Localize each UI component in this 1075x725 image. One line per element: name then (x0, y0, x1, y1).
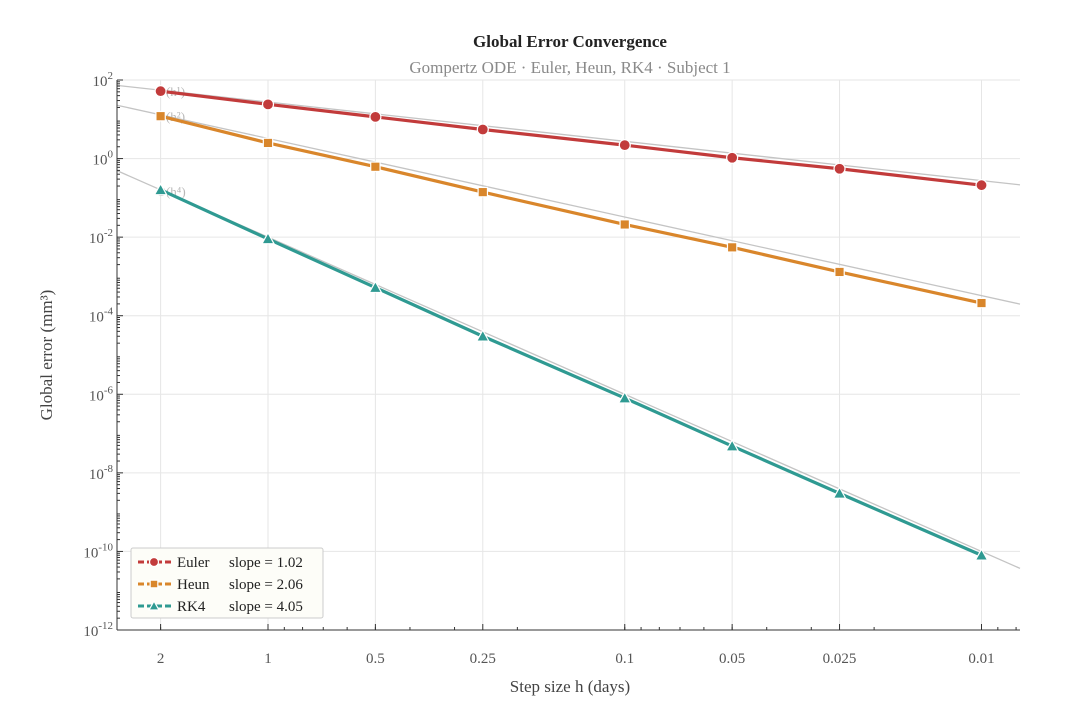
data-point-heun (976, 297, 987, 309)
y-tick-label: 10-2 (89, 227, 113, 247)
data-point-euler (833, 162, 846, 175)
y-tick-label: 10-4 (89, 306, 114, 326)
axes: 10-12 10-10 10-8 10-6 10-4 10-2 100 102 2 1 0.5 0.2… (83, 70, 1020, 667)
reference-lines: O(h¹)O(h²)O(h⁴) (116, 84, 1021, 569)
data-point-euler (726, 151, 739, 164)
data-point-euler (154, 85, 167, 98)
series-layer (153, 85, 989, 561)
chart-title: Global Error Convergence (473, 32, 667, 51)
data-point-rk4 (832, 486, 847, 499)
x-tick-label: 1 (264, 651, 272, 667)
legend-name-rk4: RK4 (177, 599, 206, 615)
legend-marker-heun (149, 579, 159, 589)
data-point-rk4 (260, 231, 276, 245)
data-point-heun (477, 186, 489, 198)
data-point-heun (834, 266, 845, 278)
x-tick-label: 0.05 (719, 651, 745, 667)
y-tick-label: 102 (93, 70, 114, 90)
data-point-rk4 (617, 390, 632, 404)
y-tick-label: 100 (93, 149, 114, 169)
x-tick-label: 0.5 (366, 651, 385, 667)
legend-name-heun: Heun (177, 577, 210, 593)
data-point-heun (619, 219, 631, 230)
data-point-euler (476, 123, 489, 136)
legend: Euler slope = 1.02 Heun slope = 2.06 RK4 slop… (130, 547, 324, 619)
legend-slope-rk4: slope = 4.05 (229, 599, 303, 615)
x-tick-label: 0.025 (823, 651, 857, 667)
chart-subtitle: Gompertz ODE · Euler, Heun, RK4 · Subjec… (409, 58, 730, 77)
x-axis-label: Step size h (days) (510, 677, 630, 696)
data-point-euler (261, 98, 275, 111)
x-tick-label: 0.01 (968, 651, 994, 667)
x-tick-label: 0.1 (615, 651, 634, 667)
y-tick-label: 10-12 (83, 620, 113, 640)
y-tick-label: 10-10 (83, 541, 113, 561)
x-tick-label: 0.25 (470, 651, 496, 667)
y-axis-label: Global error (mm³) (37, 290, 56, 421)
legend-marker-euler (148, 556, 160, 568)
data-point-euler (618, 139, 631, 152)
data-point-heun (262, 137, 274, 149)
legend-box (130, 547, 324, 619)
legend-name-euler: Euler (177, 555, 209, 571)
legend-marker-rk4 (148, 599, 160, 611)
data-point-heun (726, 242, 738, 253)
y-tick-label: 10-8 (89, 463, 114, 483)
data-point-heun (370, 161, 381, 173)
x-tick-label: 2 (157, 651, 165, 667)
legend-slope-heun: slope = 2.06 (229, 577, 303, 593)
data-point-euler (369, 110, 382, 124)
data-point-rk4 (974, 547, 989, 561)
series-line-rk4 (159, 188, 983, 557)
data-point-rk4 (725, 438, 740, 452)
series-line-heun (160, 114, 982, 305)
data-point-rk4 (475, 328, 490, 342)
legend-slope-euler: slope = 1.02 (229, 555, 303, 571)
data-point-euler (975, 179, 988, 192)
data-point-heun (155, 110, 166, 122)
y-tick-label: 10-6 (89, 384, 114, 404)
data-point-rk4 (368, 280, 383, 294)
series-line-euler (160, 89, 982, 187)
data-point-rk4 (153, 182, 168, 196)
